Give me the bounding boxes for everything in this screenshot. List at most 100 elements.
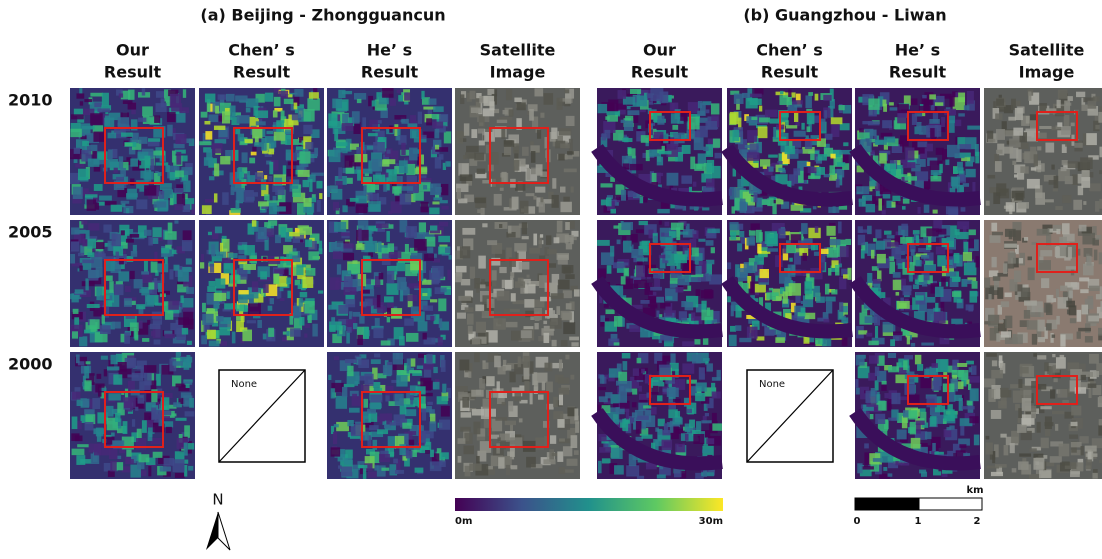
texture (410, 358, 415, 366)
texture (79, 88, 82, 93)
north-arrow (206, 512, 218, 550)
texture (1030, 120, 1037, 129)
texture (97, 432, 101, 442)
texture (613, 262, 626, 268)
texture (762, 199, 770, 205)
texture (1018, 408, 1022, 418)
texture (1052, 411, 1064, 415)
texture (963, 242, 968, 254)
texture (686, 380, 696, 384)
texture (815, 226, 819, 233)
texture (775, 337, 785, 343)
texture (554, 237, 560, 243)
texture (911, 343, 915, 347)
texture (659, 221, 662, 225)
texture (467, 314, 474, 325)
column-header: Our (116, 41, 149, 60)
texture (606, 198, 612, 207)
texture (701, 310, 713, 320)
texture (529, 248, 540, 254)
texture (522, 222, 527, 234)
texture (917, 142, 927, 148)
texture (570, 238, 573, 245)
texture (639, 221, 648, 225)
texture (389, 126, 392, 133)
texture (334, 356, 339, 360)
texture (124, 397, 136, 408)
texture (332, 99, 342, 109)
texture (423, 306, 433, 311)
texture (368, 472, 377, 478)
texture (636, 96, 647, 107)
texture (430, 299, 437, 302)
texture (826, 302, 832, 314)
texture (354, 381, 358, 386)
texture (544, 333, 550, 343)
texture (1070, 318, 1076, 323)
texture (384, 296, 394, 302)
texture (630, 89, 641, 94)
texture (697, 111, 705, 116)
texture (647, 93, 654, 98)
texture (657, 173, 663, 176)
texture (385, 386, 393, 395)
texture (1096, 294, 1101, 299)
texture (974, 435, 980, 446)
texture (302, 276, 313, 287)
texture (845, 239, 851, 245)
texture (280, 227, 286, 238)
texture (810, 154, 815, 160)
texture (746, 98, 758, 109)
texture (460, 246, 470, 258)
texture (202, 314, 213, 325)
texture (471, 129, 477, 138)
texture (495, 417, 507, 421)
texture (657, 474, 666, 478)
texture (168, 301, 179, 310)
texture (1046, 323, 1052, 330)
texture (878, 198, 882, 210)
texture (75, 163, 84, 167)
texture (427, 402, 433, 405)
texture (497, 437, 500, 441)
texture (657, 395, 662, 401)
texture (551, 128, 557, 139)
texture (534, 88, 543, 96)
texture (804, 281, 812, 293)
texture (87, 252, 94, 257)
texture (430, 461, 442, 471)
map-panel (327, 352, 452, 479)
texture (111, 355, 119, 364)
texture (889, 102, 894, 105)
texture (333, 202, 339, 211)
texture (1048, 295, 1052, 299)
texture (119, 156, 123, 168)
texture (963, 252, 972, 261)
texture (479, 116, 485, 127)
texture (170, 386, 174, 390)
texture (144, 185, 156, 195)
texture (693, 182, 697, 187)
texture (112, 322, 121, 329)
column-header: Image (1019, 63, 1075, 82)
texture (312, 324, 317, 337)
texture (319, 241, 322, 251)
texture (562, 265, 574, 273)
texture (848, 268, 852, 280)
texture (121, 201, 130, 204)
texture (779, 273, 790, 284)
texture (839, 277, 846, 289)
texture (1008, 264, 1014, 269)
texture (957, 299, 962, 303)
texture (144, 230, 152, 236)
texture (464, 123, 469, 135)
texture (457, 188, 461, 199)
texture (756, 230, 762, 243)
texture (176, 134, 187, 144)
texture (515, 281, 525, 287)
texture (268, 306, 273, 311)
texture (85, 278, 88, 290)
texture (607, 111, 620, 115)
texture (947, 145, 960, 157)
texture (290, 185, 298, 188)
